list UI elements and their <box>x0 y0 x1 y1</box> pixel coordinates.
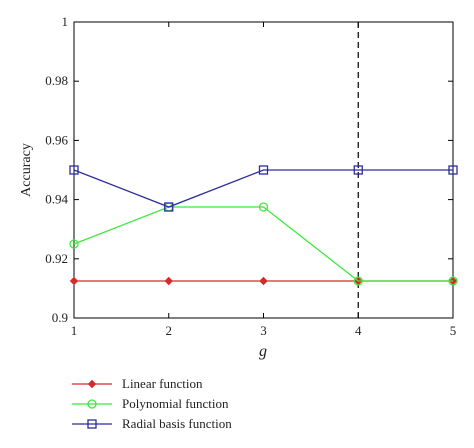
x-axis-label: g <box>259 343 267 360</box>
data-point-square <box>448 165 458 175</box>
series-line <box>73 206 453 282</box>
y-tick-label: 0.98 <box>45 73 68 88</box>
data-point-square <box>353 165 363 175</box>
legend-label: Polynomial function <box>122 396 229 411</box>
legend-marker-diamond <box>87 379 97 389</box>
legend-entry: Linear function <box>72 376 203 391</box>
y-tick-label: 1 <box>62 14 69 29</box>
legend-label: Linear function <box>122 376 203 391</box>
y-axis-label: Accuracy <box>19 143 34 197</box>
y-tick-label: 0.9 <box>52 310 68 325</box>
data-point-circle <box>448 276 458 286</box>
series-square <box>69 165 458 212</box>
data-point-square <box>164 202 174 212</box>
data-point-diamond <box>69 276 79 286</box>
x-tick-label: 3 <box>260 323 267 338</box>
legend-label: Radial basis function <box>122 416 232 431</box>
legend-entry: Polynomial function <box>72 396 229 411</box>
y-tick-label: 0.92 <box>45 251 68 266</box>
series-layer <box>69 165 458 286</box>
ticks-layer: 0.9 0.92 0.94 0.96 0.98 1 1 2 3 4 5 <box>45 14 456 338</box>
legend: Linear function Polynomial function Radial… <box>72 376 232 431</box>
data-point-circle <box>258 202 269 212</box>
data-point-diamond <box>164 276 173 286</box>
x-tick-label: 1 <box>71 323 78 338</box>
x-tick-label: 4 <box>355 323 362 338</box>
legend-marker-circle <box>87 399 97 409</box>
x-tick-label: 5 <box>450 323 457 338</box>
legend-entry: Radial basis function <box>72 416 232 431</box>
y-tick-label: 0.96 <box>45 132 68 147</box>
data-point-circle <box>353 276 363 286</box>
y-tick-label: 0.94 <box>45 192 68 207</box>
data-point-diamond <box>259 276 268 286</box>
data-point-square <box>258 165 269 175</box>
legend-marker-square <box>87 419 97 429</box>
x-tick-label: 2 <box>166 323 173 338</box>
data-point-square <box>69 165 79 175</box>
series-circle <box>69 202 458 286</box>
series-line <box>73 169 453 208</box>
data-point-circle <box>69 239 79 249</box>
